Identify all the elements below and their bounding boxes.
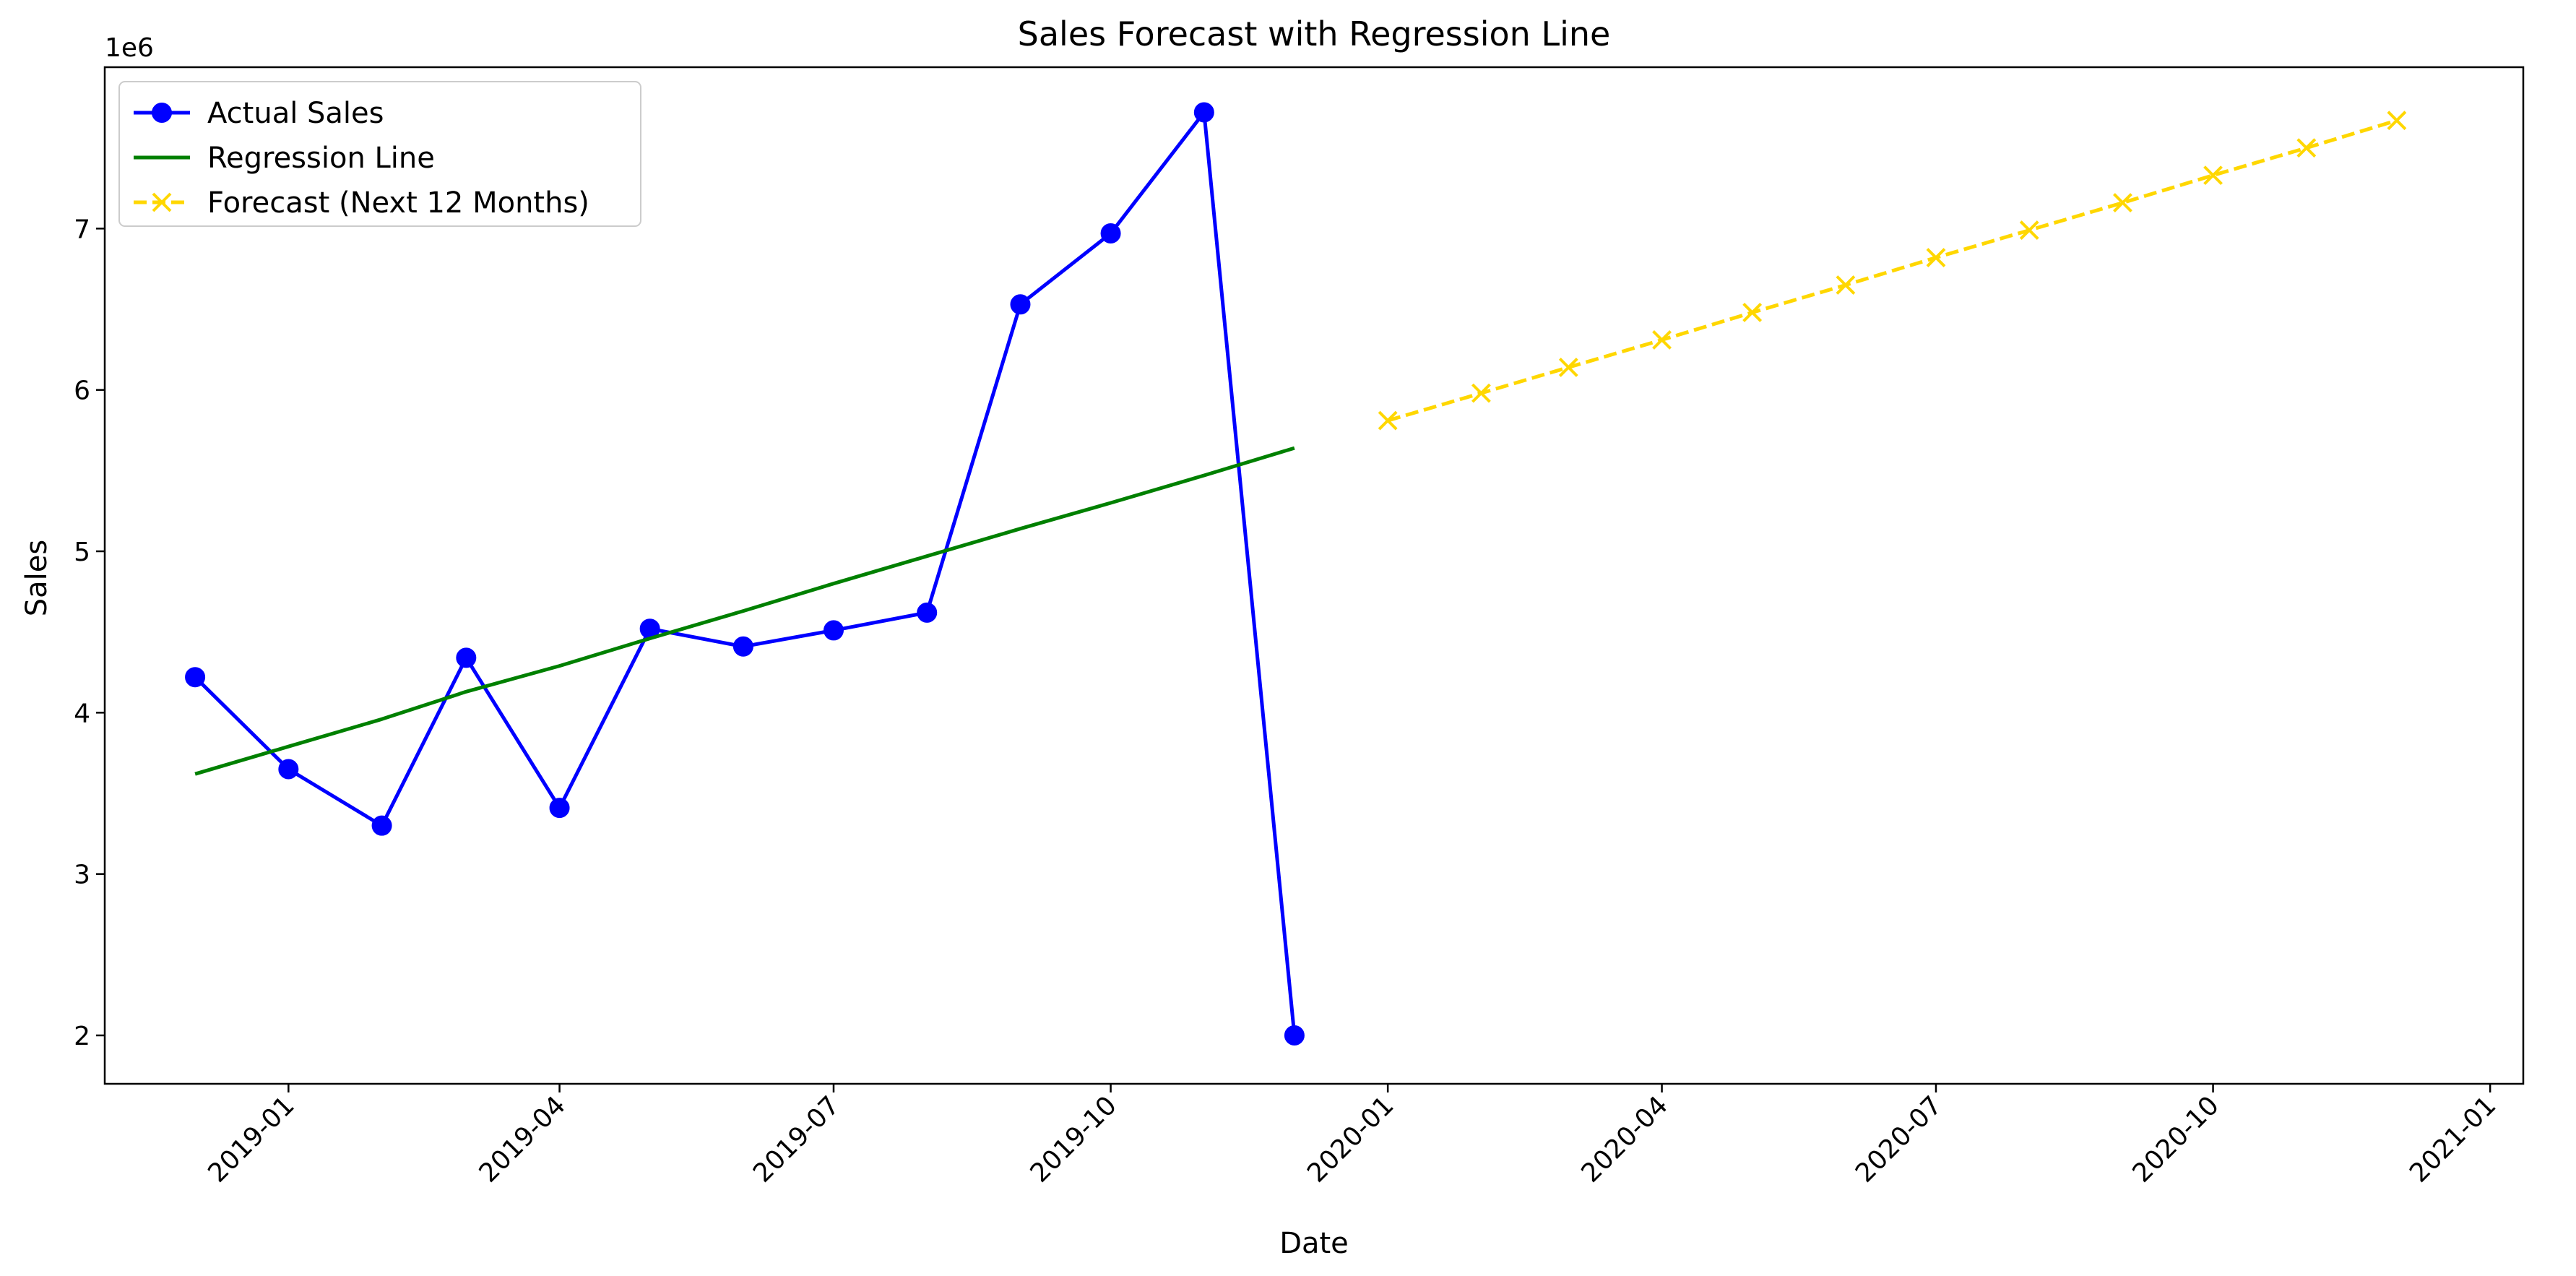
forecast-marker-stroke [2387, 111, 2407, 131]
legend-item-forecast: Forecast (Next 12 Months) [134, 186, 589, 220]
forecast-marker-stroke [1742, 303, 1763, 322]
actual-sales-point [1284, 1025, 1305, 1046]
forecast-point [1742, 303, 1763, 322]
forecast-marker-stroke [152, 192, 172, 212]
legend-item-actual-sales: Actual Sales [134, 97, 384, 130]
actual-sales-point [823, 620, 844, 641]
legend-item-regression: Regression Line [134, 142, 435, 175]
forecast-marker-stroke [1926, 248, 1946, 267]
forecast-point [1836, 275, 1856, 295]
y-tick-label: 6 [74, 376, 90, 406]
forecast-marker-stroke [1378, 410, 1398, 431]
y-axis-multiplier: 1e6 [105, 33, 154, 63]
actual-sales-point [456, 647, 477, 668]
forecast-point [2019, 220, 2039, 240]
actual-sales-point [1010, 294, 1031, 315]
legend-label: Forecast (Next 12 Months) [207, 186, 589, 220]
actual-sales-point [1193, 102, 1214, 123]
forecast-marker-stroke [1836, 275, 1856, 295]
forecast-marker-stroke [1558, 357, 1578, 377]
actual-sales-point [185, 667, 206, 688]
y-tick-label: 5 [74, 538, 90, 567]
forecast-point [2296, 138, 2317, 158]
actual-sales-point [732, 636, 753, 657]
chart-title: Sales Forecast with Regression Line [1018, 14, 1611, 53]
actual-sales-point [278, 759, 299, 780]
plot-area [185, 102, 2407, 1046]
forecast-marker-stroke [2203, 165, 2223, 186]
actual-sales-point [917, 602, 938, 623]
actual-sales-point [549, 798, 570, 819]
actual-sales-point [371, 815, 392, 836]
legend-label: Regression Line [207, 142, 435, 175]
forecast-marker-stroke [2113, 193, 2132, 213]
forecast-point [2387, 111, 2407, 131]
axes-frame [103, 66, 2525, 1085]
legend-label: Actual Sales [207, 97, 384, 130]
forecast-marker-stroke [2296, 138, 2317, 158]
actual-sales-point [1100, 223, 1121, 244]
y-axis-label: Sales [20, 540, 53, 616]
forecast-line [1387, 118, 2398, 423]
legend: Actual Sales Regression Line Forecast (Nex… [118, 81, 641, 227]
regression-line [194, 446, 1295, 776]
legend-box [118, 81, 641, 227]
y-tick-label: 7 [74, 215, 90, 244]
legend-swatch-marker [152, 103, 172, 123]
forecast-point [2203, 165, 2223, 186]
legend-swatch-marker [152, 192, 172, 212]
forecast-marker-stroke [2019, 220, 2039, 240]
forecast-point [1652, 330, 1672, 350]
forecast-point [1471, 383, 1491, 403]
y-tick-label: 4 [74, 699, 90, 728]
forecast-marker-stroke [1471, 383, 1491, 403]
forecast-marker-stroke [1652, 330, 1672, 350]
forecast-point [1926, 248, 1946, 267]
forecast-point [1378, 410, 1398, 431]
forecast-point [2113, 193, 2132, 213]
y-tick-label: 3 [74, 861, 90, 890]
x-axis-label: Date [1279, 1227, 1349, 1260]
forecast-point [1558, 357, 1578, 377]
y-tick-label: 2 [74, 1022, 90, 1051]
